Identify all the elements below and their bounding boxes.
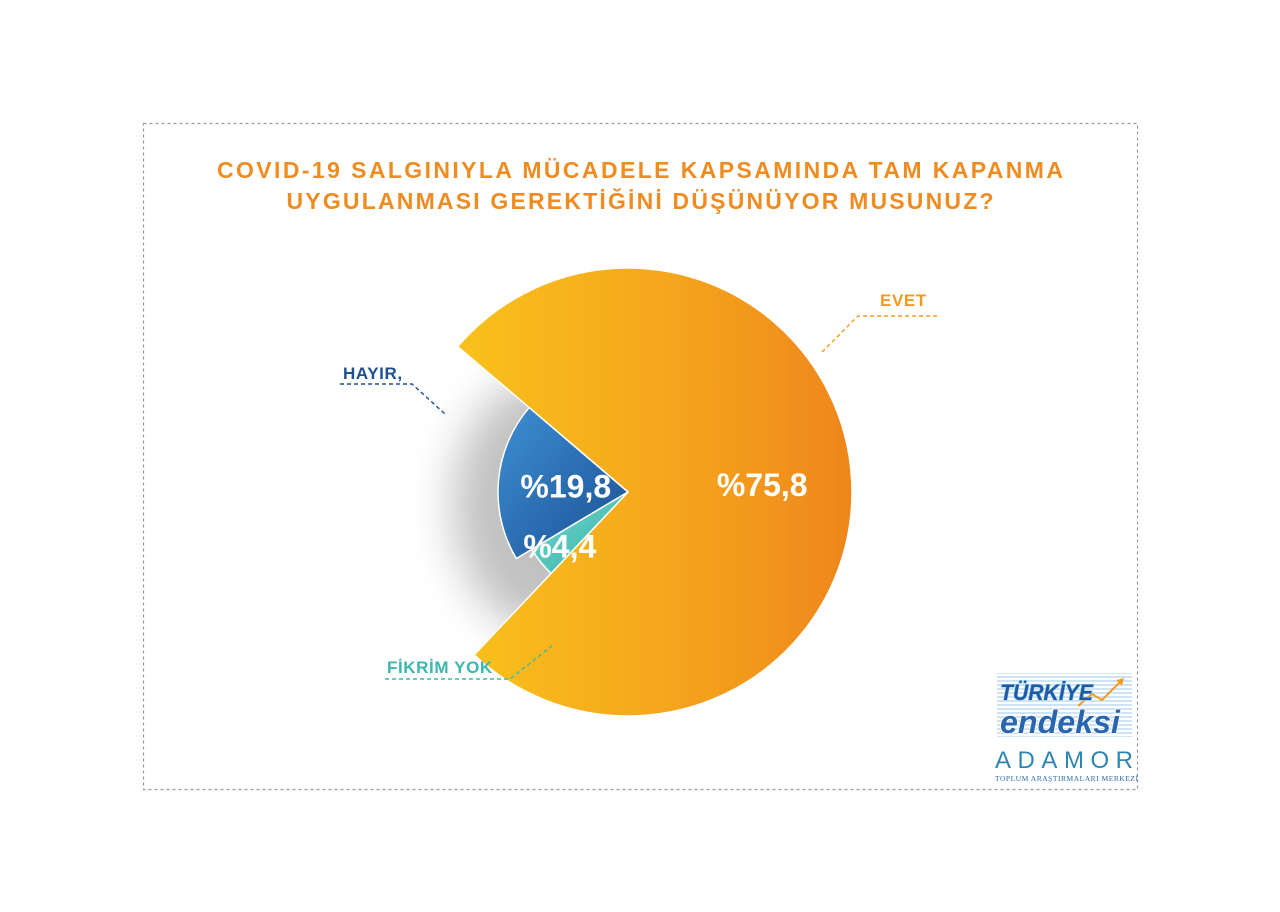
pie-slice-evet [456, 267, 853, 717]
chart-title: COVID-19 SALGINIYLA MÜCADELE KAPSAMINDA … [217, 157, 1063, 214]
logo-tagline: TOPLUM ARAŞTIRMALARI MERKEZİ [995, 774, 1139, 783]
pie-slice-fikrim-yok [531, 491, 629, 575]
logo-endeksi: endeksi [1000, 704, 1121, 740]
chart-frame [142, 122, 1139, 791]
logo-stripes [997, 673, 1132, 737]
leader-line-evet [821, 315, 940, 353]
data-label-fikrim-yok: %4,4 [523, 529, 596, 565]
data-labels: %75,8 %19,8 %4,4 [520, 467, 807, 565]
pie-slice-hayir [497, 406, 629, 560]
chart-title-line-2: UYGULANMASI GEREKTİĞİNİ DÜŞÜNÜYOR MUSUNU… [287, 187, 994, 214]
logo-trend-line [1077, 681, 1121, 707]
logo: TÜRKİYE endeksi ADAMOR TOPLUM ARAŞTIRMAL… [995, 673, 1139, 783]
category-label-hayir: HAYIR, [343, 364, 403, 383]
category-callouts: EVET HAYIR, FİKRİM YOK [340, 291, 940, 680]
category-label-evet: EVET [880, 291, 927, 310]
category-label-fikrim-yok: FİKRİM YOK [387, 658, 493, 677]
pie-slices [456, 267, 853, 717]
data-label-evet: %75,8 [717, 467, 808, 503]
logo-turkiye: TÜRKİYE [1000, 680, 1094, 705]
logo-adamor: ADAMOR [995, 747, 1133, 774]
data-label-hayir: %19,8 [520, 469, 611, 505]
leader-line-fikrim-yok [385, 644, 554, 680]
pie-chart: %75,8 %19,8 %4,4 [453, 267, 853, 717]
logo-arrow-icon [1116, 678, 1124, 686]
leader-line-hayir [340, 383, 446, 415]
chart-title-line-1: COVID-19 SALGINIYLA MÜCADELE KAPSAMINDA … [217, 157, 1063, 183]
